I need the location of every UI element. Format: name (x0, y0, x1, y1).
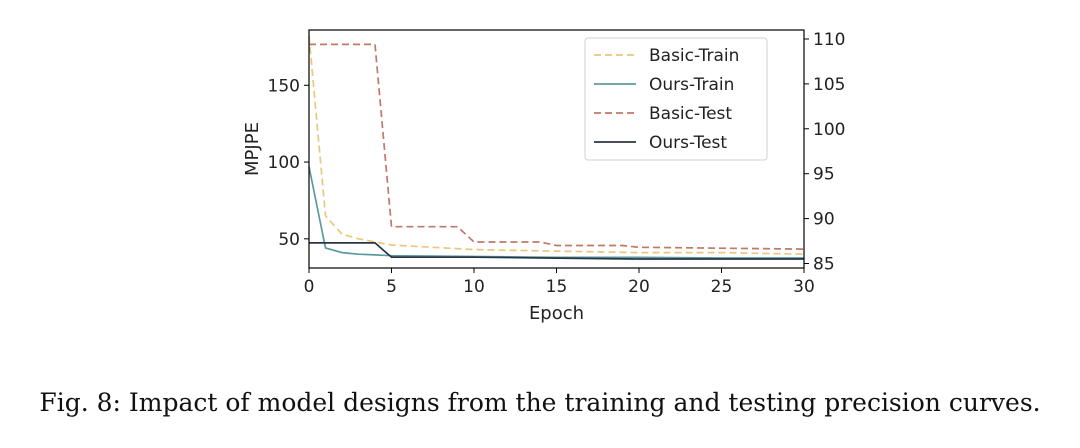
legend-label: Basic-Train (649, 46, 739, 66)
x-axis-label: Epoch (529, 303, 584, 324)
legend-label: Basic-Test (649, 104, 732, 124)
x-tick-label: 10 (463, 277, 485, 297)
series-layer (308, 36, 805, 260)
figure-caption: Fig. 8: Impact of model designs from the… (39, 388, 1041, 417)
ticks-layer: 0 5 10 15 20 25 30 50 100 150 85 90 95 100 105 110 (268, 30, 846, 297)
y-right-tick-label: 100 (813, 120, 845, 140)
legend-box (584, 37, 768, 161)
series-line-basic-test (309, 43, 805, 250)
legend-label: Ours-Test (649, 133, 727, 153)
x-tick-label: 5 (386, 277, 397, 297)
x-tick-label: 20 (628, 277, 650, 297)
x-tick-label: 25 (711, 277, 733, 297)
series-line-ours-train (308, 166, 804, 259)
y-left-tick-label: 50 (278, 230, 300, 250)
y-axis-label: MPJPE (242, 122, 263, 176)
x-tick-label: 15 (546, 277, 568, 297)
series-line-basic-train (308, 36, 805, 256)
y-left-tick-label: 100 (268, 153, 300, 173)
y-right-tick-label: 85 (813, 255, 835, 275)
legend-label: Ours-Train (649, 75, 734, 95)
line-chart: 0 5 10 15 20 25 30 50 100 150 85 90 95 100 105 110 Epoc… (242, 29, 846, 324)
y-right-tick-label: 95 (813, 165, 835, 185)
y-left-tick-label: 150 (268, 76, 300, 96)
legend: Basic-Train Ours-Train Basic-Test Ours-Test (584, 37, 768, 161)
y-right-tick-label: 110 (813, 30, 845, 50)
y-right-tick-label: 105 (813, 75, 845, 95)
x-tick-label: 30 (793, 277, 815, 297)
x-tick-label: 0 (304, 277, 315, 297)
series-line-ours-test (309, 242, 804, 260)
y-right-tick-label: 90 (813, 210, 835, 230)
